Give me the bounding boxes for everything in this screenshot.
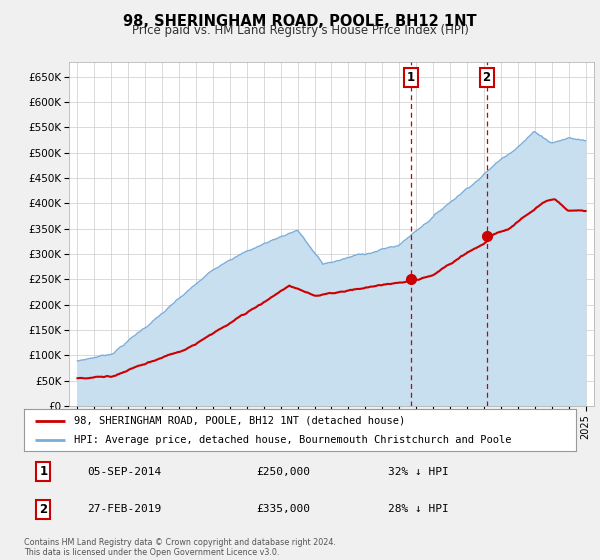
Text: 05-SEP-2014: 05-SEP-2014: [88, 467, 162, 477]
Text: This data is licensed under the Open Government Licence v3.0.: This data is licensed under the Open Gov…: [24, 548, 280, 557]
Text: 2: 2: [39, 503, 47, 516]
Text: Price paid vs. HM Land Registry's House Price Index (HPI): Price paid vs. HM Land Registry's House …: [131, 24, 469, 37]
Text: HPI: Average price, detached house, Bournemouth Christchurch and Poole: HPI: Average price, detached house, Bour…: [74, 435, 511, 445]
Text: 1: 1: [39, 465, 47, 478]
Text: 1: 1: [407, 71, 415, 85]
Text: 27-FEB-2019: 27-FEB-2019: [88, 505, 162, 514]
Text: £250,000: £250,000: [256, 467, 310, 477]
Text: 2: 2: [482, 71, 491, 85]
Text: Contains HM Land Registry data © Crown copyright and database right 2024.: Contains HM Land Registry data © Crown c…: [24, 538, 336, 547]
Text: 28% ↓ HPI: 28% ↓ HPI: [388, 505, 449, 514]
Text: 32% ↓ HPI: 32% ↓ HPI: [388, 467, 449, 477]
Text: 98, SHERINGHAM ROAD, POOLE, BH12 1NT: 98, SHERINGHAM ROAD, POOLE, BH12 1NT: [123, 14, 477, 29]
Text: £335,000: £335,000: [256, 505, 310, 514]
Text: 98, SHERINGHAM ROAD, POOLE, BH12 1NT (detached house): 98, SHERINGHAM ROAD, POOLE, BH12 1NT (de…: [74, 416, 405, 426]
